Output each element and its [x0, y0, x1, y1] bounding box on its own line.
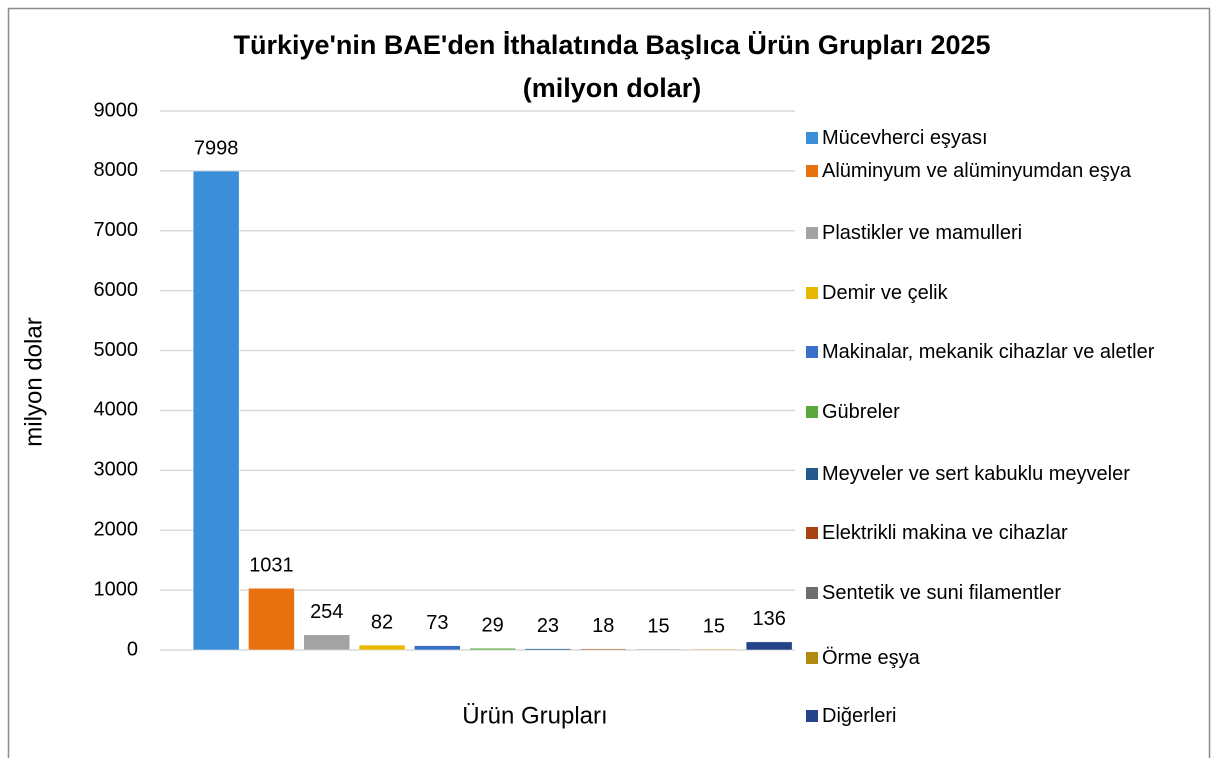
- legend-label: Meyveler ve sert kabuklu meyveler: [822, 463, 1130, 485]
- legend-swatch: [806, 227, 818, 239]
- legend-swatch: [806, 710, 818, 722]
- value-label: 1031: [249, 555, 294, 577]
- legend-swatch: [806, 527, 818, 539]
- bar: [524, 648, 572, 651]
- legend-label: Sentetik ve suni filamentler: [822, 582, 1062, 604]
- legend-item: Gübreler: [806, 398, 1166, 427]
- bar: [192, 170, 240, 651]
- value-label: 136: [752, 608, 785, 630]
- value-label: 82: [371, 611, 393, 633]
- value-label: 18: [592, 615, 614, 637]
- y-tick-label: 6000: [94, 279, 139, 301]
- legend-item: Alüminyum ve alüminyumdan eşya: [806, 157, 1166, 186]
- legend-label: Demir ve çelik: [822, 282, 948, 304]
- legend-item: Sentetik ve suni filamentler: [806, 579, 1166, 608]
- chart-subtitle: (milyon dolar): [523, 73, 702, 103]
- legend-item: Elektrikli makina ve cihazlar: [806, 519, 1166, 548]
- y-tick-label: 9000: [94, 99, 139, 121]
- value-label: 73: [426, 612, 448, 634]
- y-tick-label: 7000: [94, 219, 139, 241]
- y-tick-label: 3000: [94, 459, 139, 481]
- legend-swatch: [806, 287, 818, 299]
- legend-label: Makinalar, mekanik cihazlar ve aletler: [822, 341, 1155, 363]
- legend-swatch: [806, 132, 818, 144]
- legend-label: Elektrikli makina ve cihazlar: [822, 522, 1068, 544]
- value-label: 29: [482, 615, 504, 637]
- legend-label: Örme eşya: [822, 647, 920, 669]
- y-tick-label: 5000: [94, 339, 139, 361]
- legend-label: Gübreler: [822, 401, 900, 423]
- chart-title: Türkiye'nin BAE'den İthalatında Başlıca …: [233, 30, 990, 60]
- bar: [580, 648, 627, 651]
- x-axis-title: Ürün Grupları: [462, 702, 607, 729]
- legend-item: Meyveler ve sert kabuklu meyveler: [806, 460, 1166, 489]
- y-tick-label: 1000: [94, 578, 139, 600]
- legend-item: Makinalar, mekanik cihazlar ve aletler: [806, 338, 1166, 367]
- bar: [469, 648, 516, 651]
- legend-item: Örme eşya: [806, 644, 1166, 673]
- legend-label: Alüminyum ve alüminyumdan eşya: [822, 160, 1132, 182]
- legend-swatch: [806, 468, 818, 480]
- bar: [635, 648, 682, 651]
- legend-swatch: [806, 165, 818, 177]
- value-label: 7998: [194, 137, 239, 159]
- bar: [358, 644, 406, 651]
- y-tick-label: 0: [127, 638, 138, 660]
- legend-swatch: [806, 346, 818, 358]
- bar: [745, 641, 793, 651]
- y-tick-label: 2000: [94, 519, 139, 541]
- bar: [303, 634, 350, 651]
- value-label: 15: [703, 615, 725, 637]
- y-axis-title: milyon dolar: [20, 317, 47, 446]
- legend-label: Mücevherci eşyası: [822, 127, 988, 149]
- value-label: 23: [537, 615, 559, 637]
- legend-label: Plastikler ve mamulleri: [822, 222, 1023, 244]
- bar: [414, 645, 461, 651]
- legend-swatch: [806, 652, 818, 664]
- value-label: 254: [310, 601, 343, 623]
- value-label: 15: [647, 615, 669, 637]
- legend-label: Diğerleri: [822, 705, 897, 727]
- legend-item: Diğerleri: [806, 702, 1166, 731]
- legend-item: Plastikler ve mamulleri: [806, 219, 1166, 248]
- bar: [690, 648, 738, 651]
- legend-item: Mücevherci eşyası: [806, 124, 1166, 153]
- legend-swatch: [806, 587, 818, 599]
- legend-swatch: [806, 406, 818, 418]
- bar: [248, 588, 295, 651]
- y-tick-label: 4000: [94, 399, 139, 421]
- legend-item: Demir ve çelik: [806, 279, 1166, 308]
- y-tick-label: 8000: [94, 159, 139, 181]
